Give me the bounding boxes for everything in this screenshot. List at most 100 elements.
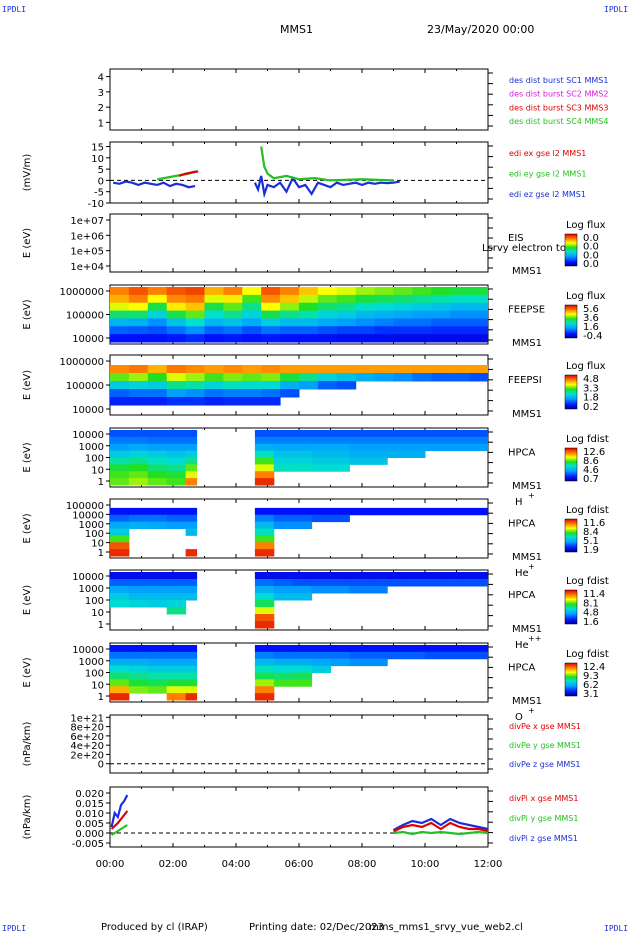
heatmap-cell xyxy=(128,326,149,335)
heatmap-cell xyxy=(317,373,338,382)
y-tick-label: 1000 xyxy=(79,520,104,531)
heatmap-cell xyxy=(273,672,294,680)
heatmap-cell xyxy=(128,365,149,374)
y-tick-label: 10000 xyxy=(72,405,104,416)
heatmap-cell xyxy=(292,665,313,673)
heatmap-cell xyxy=(374,334,394,343)
heatmap-cell xyxy=(254,665,275,673)
heatmap-cell xyxy=(204,389,224,398)
y-tick-label: 100 xyxy=(85,596,104,607)
heatmap-cell xyxy=(110,397,130,406)
heatmap-cell xyxy=(374,302,394,312)
heatmap-cell xyxy=(299,318,319,327)
heatmap-cell xyxy=(412,318,432,327)
heatmap-cell xyxy=(185,294,205,304)
heatmap-cell xyxy=(242,381,262,390)
heatmap-cells xyxy=(110,572,488,629)
heatmap-cell xyxy=(292,457,313,465)
heatmap-cell xyxy=(280,294,300,304)
heatmap-cell xyxy=(317,310,338,319)
y-tick-label: 1e+05 xyxy=(70,247,104,258)
series-line xyxy=(110,810,489,833)
heatmap-cell xyxy=(330,586,350,594)
heatmap-cell xyxy=(166,326,187,335)
heatmap-cell xyxy=(387,572,407,580)
heatmap-cell xyxy=(204,310,224,319)
heatmap-cell xyxy=(349,586,369,594)
heatmap-cell xyxy=(204,318,224,327)
instrument-label: HPCA xyxy=(508,663,536,674)
heatmap-cell xyxy=(273,430,294,438)
heatmap-cell xyxy=(273,436,294,445)
heatmap-cell xyxy=(110,464,130,472)
heatmap-cell xyxy=(443,430,464,438)
y-tick-label: 10 xyxy=(91,680,104,691)
heatmap-cell xyxy=(166,658,187,667)
heatmap-cell xyxy=(147,457,168,465)
heatmap-cell xyxy=(128,443,149,452)
y-tick-label: 8e+20 xyxy=(70,723,104,734)
heatmap-cell xyxy=(330,436,350,445)
heatmap-cell xyxy=(336,287,357,296)
y-tick-label: 100000 xyxy=(66,311,104,322)
heatmap-cell xyxy=(166,507,187,516)
heatmap-cell xyxy=(349,579,369,587)
heatmap-cell xyxy=(273,579,294,587)
y-axis-label: E (eV) xyxy=(22,513,33,543)
heatmap-cell xyxy=(387,436,407,445)
heatmap-cell xyxy=(425,579,445,587)
heatmap-cell xyxy=(406,651,426,660)
colorbar-tick: 12.4 xyxy=(583,662,605,673)
heatmap-cell xyxy=(368,651,388,660)
colorbar-tick: 4.8 xyxy=(583,374,599,385)
heatmap-cell xyxy=(462,579,488,587)
y-axis-label: E (eV) xyxy=(22,657,33,687)
heatmap-cell xyxy=(349,450,369,458)
heatmap-cell xyxy=(368,450,388,458)
species-charge: ++ xyxy=(528,634,541,643)
heatmap-cell xyxy=(368,658,388,667)
heatmap-cell xyxy=(166,593,187,601)
colorbar-title: Log flux xyxy=(566,291,606,302)
heatmap-cell xyxy=(223,310,243,319)
heatmap-cell xyxy=(374,373,394,382)
colorbar-tick: 8.4 xyxy=(583,527,599,538)
footer-script: mms_mms1_srvy_vue_web2.cl xyxy=(369,922,523,933)
heatmap-cell xyxy=(368,443,388,452)
legend-entry: divPe x gse MMS1 xyxy=(509,722,581,731)
heatmap-cell xyxy=(431,326,451,335)
heatmap-cell xyxy=(128,665,149,673)
heatmap-cell xyxy=(374,318,394,327)
heatmap-cell xyxy=(336,326,357,335)
heatmap-cell xyxy=(261,294,281,304)
heatmap-cell xyxy=(110,521,130,529)
heatmap-cell xyxy=(406,579,426,587)
heatmap-cell xyxy=(254,471,275,479)
heatmap-cell xyxy=(412,287,432,296)
heatmap-cell xyxy=(299,310,319,319)
heatmap-cell xyxy=(261,318,281,327)
panels-group: 1 2 3 4 des dist burst SC1 MMS1 des dist burs… xyxy=(22,68,609,870)
heatmap-cell xyxy=(462,436,488,445)
heatmap-cell xyxy=(166,478,187,486)
species-label: He xyxy=(515,568,529,579)
spacecraft-label: MMS1 xyxy=(512,338,542,349)
heatmap-cell xyxy=(147,450,168,458)
y-axis-label: (nPa/km) xyxy=(22,795,33,840)
heatmap-cell xyxy=(292,443,313,452)
heatmap-cell xyxy=(166,572,187,580)
colorbar xyxy=(564,447,578,482)
heatmap-cell xyxy=(166,287,187,296)
heatmap-cell xyxy=(330,651,350,660)
heatmap-cell xyxy=(147,665,168,673)
heatmap-cell xyxy=(147,287,168,296)
heatmap-cell xyxy=(311,507,331,516)
heatmap-cell xyxy=(336,365,357,374)
heatmap-cell xyxy=(110,600,130,608)
heatmap-cell xyxy=(368,645,388,653)
heatmap-cell xyxy=(299,381,319,390)
heatmap-cell xyxy=(299,365,319,374)
